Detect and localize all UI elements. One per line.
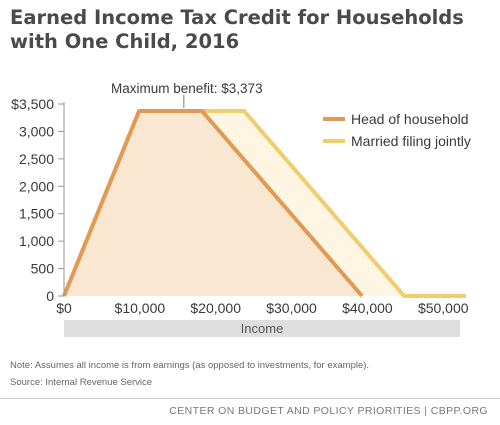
x-tick-label: $30,000 [266, 300, 317, 316]
head-of-household-legend-label: Head of household [351, 111, 469, 127]
x-axis-label-band [64, 320, 460, 337]
eitc-chart: 0 500 1,000 1,500 2,000 2,500 3,000 $3,500 $0 $1… [11, 81, 471, 337]
x-tick-label: $0 [56, 300, 72, 316]
married-filing-jointly-legend-label: Married filing jointly [351, 133, 471, 149]
y-tick-label: $3,500 [11, 96, 54, 112]
footer-divider [0, 398, 500, 399]
y-tick-label: 3,000 [19, 123, 54, 139]
x-tick-label: $20,000 [190, 300, 241, 316]
x-tick-label: $10,000 [115, 300, 166, 316]
head-of-household-area [64, 110, 363, 296]
x-axis-label: Income [241, 321, 284, 336]
x-tick-label: $50,000 [418, 300, 469, 316]
footer-credit: CENTER ON BUDGET AND POLICY PRIORITIES |… [169, 405, 488, 417]
chart-source: Source: Internal Revenue Service [10, 377, 153, 388]
y-tick-label: 500 [31, 261, 55, 277]
y-tick-label: 1,500 [19, 206, 54, 222]
chart-title: Earned Income Tax Credit for Households … [10, 6, 464, 53]
y-tick-label: 1,000 [19, 233, 54, 249]
y-tick-label: 0 [46, 288, 54, 304]
head-of-household-line [62, 108, 364, 298]
chart-note: Note: Assumes all income is from earning… [10, 360, 370, 371]
y-tick-label: 2,500 [19, 151, 54, 167]
x-tick-label: $40,000 [342, 300, 393, 316]
y-tick-label: 2,000 [19, 178, 54, 194]
max-benefit-annotation: Maximum benefit: $3,373 [111, 81, 263, 96]
